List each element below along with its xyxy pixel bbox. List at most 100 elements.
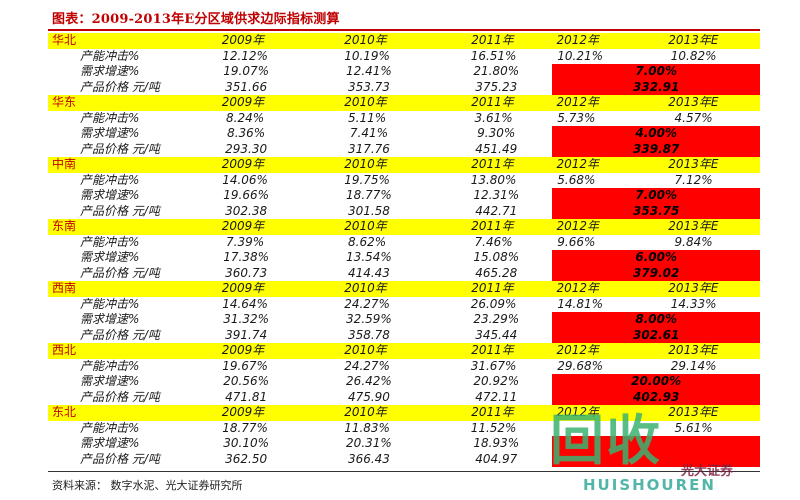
table-row: 产能冲击% 7.39% 8.62% 7.46% 9.66% 9.84%	[48, 235, 760, 251]
year-header: 2011年	[471, 219, 514, 233]
table-cell: 12.41%	[346, 64, 392, 78]
year-header: 2013年E	[668, 405, 719, 419]
region-header-row: 东北 2009年 2010年 2011年 2012年 2013年E	[48, 405, 760, 421]
table-cell: 11.52%	[470, 420, 517, 435]
table-cell: 5.73%	[557, 110, 596, 125]
table-cell: 3.61%	[474, 110, 513, 125]
metric-label: 需求增速%	[80, 126, 140, 140]
year-header: 2012年	[556, 157, 599, 171]
table-cell: 404.97	[475, 451, 518, 466]
year-header: 2013年E	[668, 281, 719, 295]
table-cell: 10.19%	[344, 48, 390, 63]
table-cell: 16.51%	[470, 48, 517, 63]
table-cell: 5.68%	[557, 172, 596, 187]
year-header: 2011年	[471, 95, 514, 109]
table-cell: 20.56%	[223, 374, 270, 388]
table-cell: 20.31%	[346, 436, 392, 450]
year-header: 2012年	[556, 281, 599, 295]
region-header-row: 华北 2009年 2010年 2011年 2012年 2013年E	[48, 33, 760, 49]
table-cell: 19.66%	[223, 188, 270, 202]
year-header: 2010年	[344, 219, 387, 233]
table-row: 产品价格 元/吨 471.81 475.90 472.11 402.93	[48, 389, 760, 405]
data-table: 华北 2009年 2010年 2011年 2012年 2013年E 产能冲击% 12.12% 1…	[48, 33, 760, 467]
year-header: 2009年	[221, 157, 265, 171]
table-cell: 345.44	[475, 327, 518, 342]
year-header: 2013年E	[668, 343, 719, 357]
year-header: 2011年	[471, 405, 514, 419]
year-header: 2009年	[221, 219, 265, 233]
watermark-subtext: HUISHOUREN	[583, 476, 716, 494]
table-row: 产能冲击% 8.24% 5.11% 3.61% 5.73% 4.57%	[48, 111, 760, 127]
table-cell: 472.11	[475, 389, 518, 404]
table-cell: 9.66%	[557, 234, 596, 249]
table-cell: 12.31%	[473, 188, 520, 202]
table-cell: 29.14%	[670, 358, 717, 373]
metric-label: 产能冲击%	[80, 110, 140, 125]
table-cell: 302.61	[552, 327, 760, 343]
region-name: 西南	[52, 281, 77, 295]
table-cell: 375.23	[475, 79, 518, 94]
year-header: 2013年E	[668, 157, 719, 171]
metric-label: 产能冲击%	[80, 296, 140, 311]
table-cell: 317.76	[347, 141, 390, 156]
year-header: 2010年	[344, 95, 387, 109]
year-header: 2010年	[344, 281, 387, 295]
metric-label: 需求增速%	[80, 312, 140, 326]
region-header-row: 西南 2009年 2010年 2011年 2012年 2013年E	[48, 281, 760, 297]
table-cell: 353.73	[347, 79, 390, 94]
table-row: 需求增速% 17.38% 13.54% 15.08% 6.00%	[48, 250, 760, 266]
table-row: 产品价格 元/吨 360.73 414.43 465.28 379.02	[48, 265, 760, 281]
table-cell: 293.30	[225, 141, 268, 156]
table-cell: 31.67%	[470, 358, 517, 373]
year-header: 2011年	[471, 33, 514, 47]
region-header-row: 中南 2009年 2010年 2011年 2012年 2013年E	[48, 157, 760, 173]
table-cell: 19.67%	[222, 358, 268, 373]
table-cell: 24.27%	[344, 358, 390, 373]
year-header: 2011年	[471, 157, 514, 171]
table-cell: 14.06%	[222, 172, 268, 187]
table-row: 产能冲击% 12.12% 10.19% 16.51% 10.21% 10.82%	[48, 49, 760, 65]
table-cell: 362.50	[225, 451, 268, 466]
table-cell: 29.68%	[557, 358, 604, 373]
table-cell: 31.32%	[223, 312, 270, 326]
table-cell: 6.00%	[552, 250, 760, 266]
metric-label: 产能冲击%	[80, 234, 140, 249]
table-row: 产能冲击% 19.67% 24.27% 31.67% 29.68% 29.14%	[48, 359, 760, 375]
metric-label: 需求增速%	[80, 374, 140, 388]
year-header: 2009年	[221, 33, 265, 47]
table-cell: 12.12%	[222, 48, 268, 63]
region-header-row: 东南 2009年 2010年 2011年 2012年 2013年E	[48, 219, 760, 235]
metric-label: 需求增速%	[80, 436, 140, 450]
table-cell: 8.62%	[348, 234, 387, 249]
year-header: 2013年E	[668, 219, 719, 233]
table-cell: 7.46%	[474, 234, 513, 249]
table-cell: 332.91	[552, 79, 760, 95]
table-cell: 353.75	[552, 203, 760, 219]
table-cell: 8.00%	[552, 312, 760, 328]
table-row: 需求增速% 8.36% 7.41% 9.30% 4.00%	[48, 126, 760, 142]
region-name: 东南	[52, 219, 77, 233]
metric-label: 产能冲击%	[80, 48, 140, 63]
table-row: 产能冲击% 14.06% 19.75% 13.80% 5.68% 7.12%	[48, 173, 760, 189]
table-cell: 15.08%	[473, 250, 520, 264]
region-header-row: 华东 2009年 2010年 2011年 2012年 2013年E	[48, 95, 760, 111]
table-cell: 14.81%	[557, 296, 604, 311]
table-cell: 391.74	[225, 327, 268, 342]
table-row: 需求增速% 31.32% 32.59% 23.29% 8.00%	[48, 312, 760, 328]
table-cell: 301.58	[347, 203, 390, 218]
table-cell: 26.42%	[346, 374, 392, 388]
table-cell: 14.64%	[222, 296, 268, 311]
table-cell: 8.24%	[226, 110, 265, 125]
table-cell: 358.78	[347, 327, 390, 342]
table-cell: 10.82%	[670, 48, 717, 63]
metric-label: 产能冲击%	[80, 420, 140, 435]
table-cell: 8.36%	[227, 126, 266, 140]
year-header: 2009年	[221, 405, 265, 419]
region-name: 中南	[52, 157, 77, 171]
metric-label: 需求增速%	[80, 250, 140, 264]
table-cell: 10.21%	[557, 48, 604, 63]
table-cell: 18.93%	[473, 436, 520, 450]
table-cell: 475.90	[347, 389, 390, 404]
table-cell: 19.07%	[223, 64, 270, 78]
year-header: 2012年	[556, 219, 599, 233]
